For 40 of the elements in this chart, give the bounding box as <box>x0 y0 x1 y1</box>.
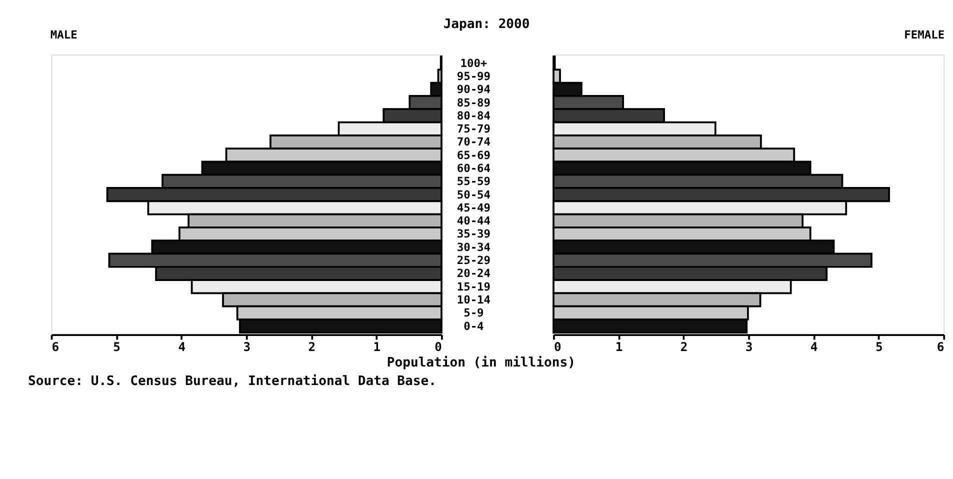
y-tick-label: 90-94 <box>456 83 491 96</box>
x-tick-label: 1 <box>615 340 623 354</box>
x-tick-label: 0 <box>554 340 562 354</box>
y-tick-label: 70-74 <box>456 136 491 149</box>
x-tick-label: 4 <box>178 340 186 354</box>
x-tick-label: 0 <box>434 340 442 354</box>
source-note: Source: U.S. Census Bureau, International Data Base. <box>28 374 436 389</box>
y-tick-label: 50-54 <box>456 188 491 202</box>
y-tick-label: 10-14 <box>456 293 491 306</box>
y-tick-label: 35-39 <box>456 228 491 241</box>
x-tick-label: 6 <box>936 340 944 354</box>
x-tick-label: 4 <box>810 340 818 354</box>
x-tick-label: 5 <box>113 340 120 354</box>
x-tick-label: 3 <box>243 340 251 354</box>
y-tick-label: 80-84 <box>456 109 491 122</box>
y-tick-label: 100+ <box>460 56 488 70</box>
chart-subtitle: FEMALE <box>904 28 945 42</box>
y-tick-label: 55-59 <box>456 175 491 188</box>
y-tick-label: 5-9 <box>464 306 484 320</box>
y-tick-label: 65-69 <box>456 148 491 162</box>
y-tick-label: 20-24 <box>456 267 491 280</box>
y-tick-label: 60-64 <box>456 162 491 176</box>
text: Japan: 2000 <box>443 16 530 32</box>
y-tick-label: 30-34 <box>456 240 491 254</box>
y-tick-label: 0-4 <box>464 320 484 333</box>
y-tick-label: 95-99 <box>456 70 491 83</box>
x-tick-label: 2 <box>308 340 316 354</box>
y-tick-label: 25-29 <box>456 254 491 268</box>
x-tick-label: 2 <box>680 340 688 354</box>
x-tick-label: 3 <box>745 340 753 354</box>
x-tick-label: 1 <box>373 340 381 354</box>
x-axis-title: Population (in millions) <box>386 355 576 370</box>
chart-subtitle: MALE <box>50 28 78 42</box>
y-tick-label: 75-79 <box>456 122 491 136</box>
y-tick-label: 85-89 <box>456 96 491 110</box>
y-tick-label: 40-44 <box>456 214 491 228</box>
x-tick-label: 5 <box>875 340 883 354</box>
y-tick-label: 15-19 <box>456 280 491 294</box>
y-tick-label: 45-49 <box>456 201 491 214</box>
x-tick-label: 6 <box>52 340 60 354</box>
